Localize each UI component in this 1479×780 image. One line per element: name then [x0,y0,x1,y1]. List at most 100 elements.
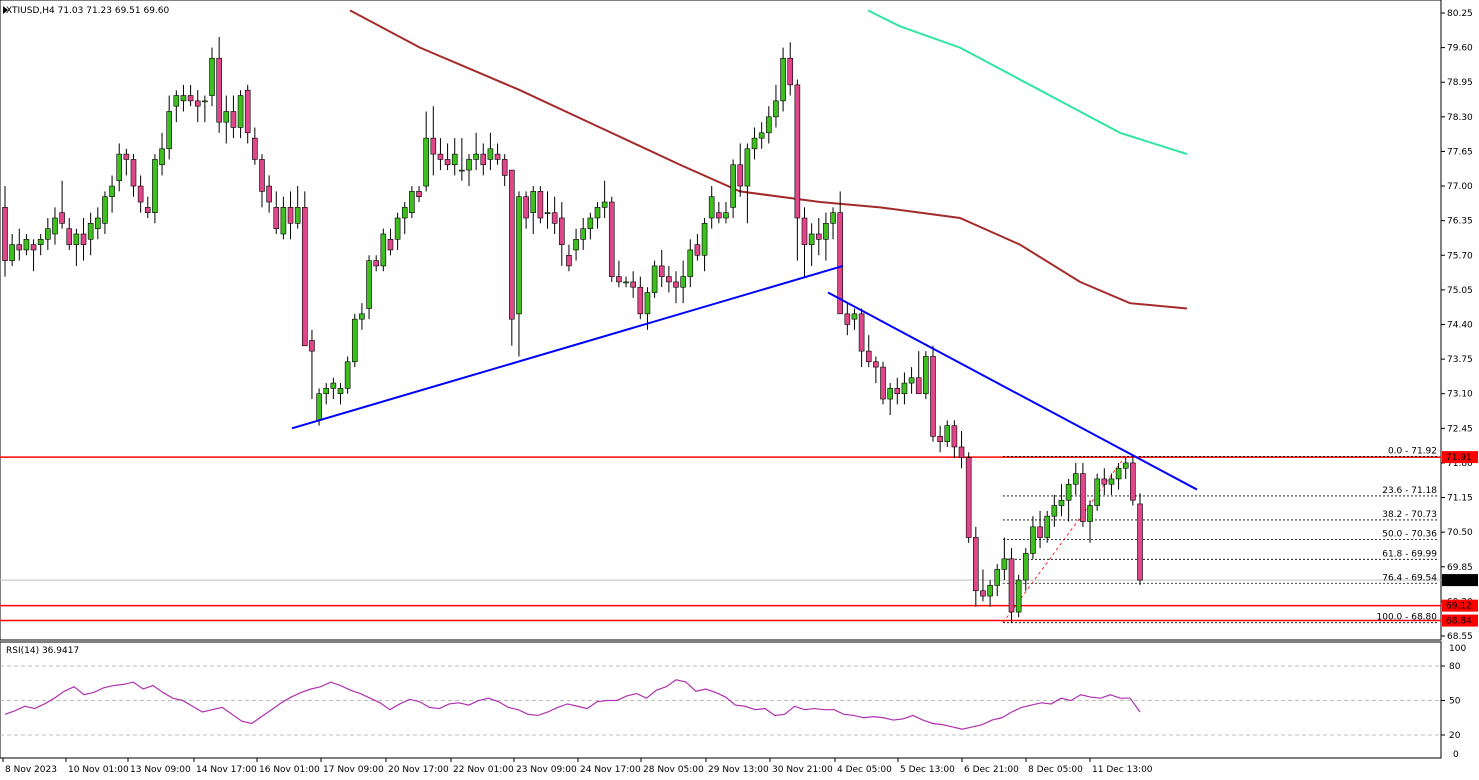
candle-body [744,148,751,187]
candle-body [223,111,230,123]
candle-body [216,57,222,123]
symbol-header: XTIUSD,H4 71.03 71.23 69.51 69.60 [6,6,170,16]
candle-body [873,361,879,368]
candle-body [951,425,958,448]
candle-body [787,57,794,86]
candle-body [630,281,636,288]
y-tick-label: 68.55 [1447,632,1473,642]
candle-body [801,217,808,245]
candle-body [401,207,408,219]
y-tick-label: 73.10 [1447,390,1473,400]
candle-body [730,164,736,208]
candle-body [880,366,886,400]
candle-body [887,388,893,400]
candle-body [373,260,379,267]
candle-body [273,207,280,229]
rsi-tick-label: 50 [1449,697,1461,707]
rsi-panel [0,641,1442,759]
candle-body [794,84,801,219]
candle-body [87,223,94,240]
candle-body [587,217,594,229]
x-tick-label: 23 Nov 09:00 [516,765,577,775]
candle-body [152,159,158,213]
price-label-text: 71.91 [1446,453,1472,463]
candle-body [344,361,351,389]
candle-body [601,201,608,208]
candle-body [437,153,444,160]
x-tick-label: 16 Nov 01:00 [259,765,320,775]
x-tick-label: 22 Nov 01:00 [453,765,514,775]
candle-body [1030,526,1036,554]
candle-body [337,388,344,395]
main-panel [0,0,1442,641]
x-tick-label: 29 Nov 13:00 [708,765,769,775]
candle-body [666,276,672,283]
candle-body [266,185,272,203]
y-tick-label: 80.25 [1447,9,1473,19]
candle-body [123,153,130,160]
candle-body [1001,558,1008,570]
candle-body [287,207,294,224]
candle-body [423,137,429,187]
candle-body [323,388,330,395]
candle-body [958,446,965,458]
fib-level-label: 76.4 - 69.54 [1382,573,1437,583]
x-tick-label: 11 Dec 13:00 [1092,765,1153,775]
price-label-box [1442,574,1478,587]
candle-body [851,313,858,320]
y-tick-label: 77.00 [1447,182,1473,192]
y-tick-label: 73.75 [1447,355,1473,365]
candle-body [758,132,765,139]
candle-body [316,393,322,421]
candle-body [773,100,779,118]
candle-body [537,191,544,219]
price-label-box [1442,614,1478,627]
fib-level-label: 23.6 - 71.18 [1382,486,1437,496]
trend-line [827,291,1198,491]
candle-body [9,244,15,261]
candle-body [351,318,358,363]
candle-body [608,201,615,277]
rsi-line [4,679,1141,730]
candle-body [359,313,365,320]
candle-body [480,153,487,166]
x-tick-label: 24 Nov 17:00 [580,765,641,775]
collapse-arrow-icon[interactable] [3,6,8,14]
candle-body [987,585,993,597]
candle-body [1065,483,1072,501]
fib-level-label: 0.0 - 71.92 [1388,447,1437,457]
x-tick-label: 8 Dec 05:00 [1028,765,1083,775]
candle-body [644,292,651,315]
y-tick-label: 74.40 [1447,321,1473,331]
candle-body [594,207,601,219]
candle-body [837,212,843,315]
candle-body [937,436,943,442]
candle-body [558,217,565,245]
candle-body [451,153,458,166]
candle-body [444,159,451,166]
y-tick-label: 71.15 [1447,494,1473,504]
candle-body [109,185,115,198]
candle-body [823,223,829,240]
candle-body [102,196,108,224]
trend-line [291,264,844,430]
candle-body [466,159,472,171]
candle-body [1130,462,1136,501]
candle-body [573,239,579,251]
candle-body [309,340,315,352]
candle-body [673,281,679,288]
candle-body [66,228,73,245]
candle-body [1037,526,1043,538]
candle-body [751,137,758,150]
y-tick-label: 79.60 [1447,44,1473,54]
candle-body [194,100,201,107]
candle-body [80,233,87,245]
y-tick-label: 72.45 [1447,424,1473,434]
candle-body [894,388,901,395]
candle-body [180,95,187,102]
candle-body [516,196,522,315]
y-tick-label: 75.05 [1447,286,1473,296]
candle-body [815,233,822,240]
candle-body [616,276,622,283]
